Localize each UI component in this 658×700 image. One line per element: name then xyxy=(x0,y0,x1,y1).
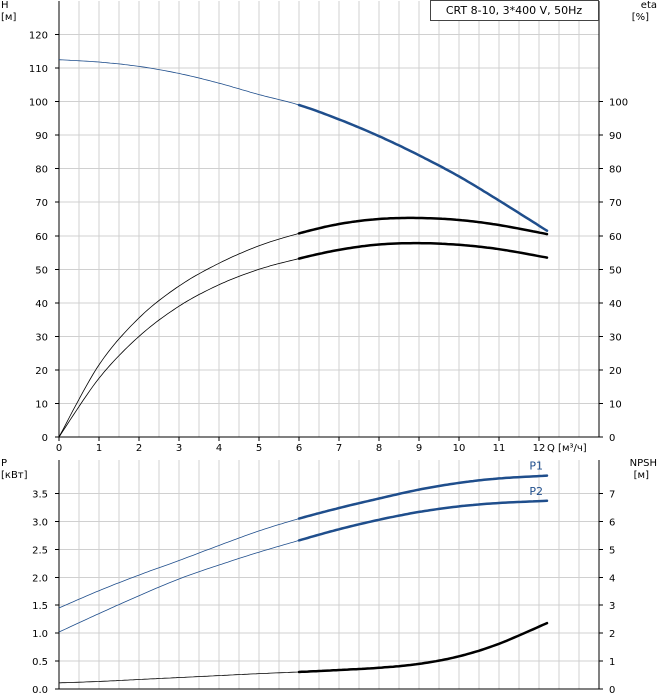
right-tick-label: 50 xyxy=(609,265,622,276)
left-tick-label: 0.5 xyxy=(32,657,48,668)
left-axis-name: P xyxy=(1,458,7,469)
curve-p1-extrapolated xyxy=(58,518,300,609)
left-tick-label: 110 xyxy=(29,64,48,75)
x-tick-label: 4 xyxy=(216,443,222,454)
left-tick-label: 100 xyxy=(29,98,48,109)
left-tick-label: 0 xyxy=(42,433,48,444)
right-tick-label: 40 xyxy=(609,299,622,310)
x-tick-label: 3 xyxy=(176,443,182,454)
right-tick-label: 1 xyxy=(609,657,615,668)
right-tick-label: 7 xyxy=(609,490,615,501)
left-axis-unit: [кВт] xyxy=(1,470,28,481)
left-tick-label: 2.0 xyxy=(32,573,48,584)
curve-eta-1-extrapolated xyxy=(58,233,300,438)
right-tick-label: 20 xyxy=(609,366,622,377)
right-tick-label: 90 xyxy=(609,131,622,142)
left-tick-label: 80 xyxy=(35,165,48,176)
left-tick-label: 3.5 xyxy=(32,490,48,501)
right-tick-label: 3 xyxy=(609,601,615,612)
left-tick-label: 1.5 xyxy=(32,601,48,612)
left-tick-label: 20 xyxy=(35,366,48,377)
right-tick-label: 0 xyxy=(609,685,615,696)
left-tick-label: 90 xyxy=(35,131,48,142)
left-tick-label: 50 xyxy=(35,265,48,276)
x-tick-label: 2 xyxy=(136,443,142,454)
curve-eta-2-extrapolated xyxy=(58,258,300,438)
curve-p2-operating xyxy=(297,499,549,542)
curve-npsh-extrapolated xyxy=(58,671,300,684)
x-tick-label: 12 xyxy=(533,443,546,454)
left-tick-label: 10 xyxy=(35,399,48,410)
x-tick-label: 1 xyxy=(96,443,102,454)
x-axis-label: Q [м³/ч] xyxy=(547,443,587,454)
right-axis-name: eta xyxy=(641,0,657,11)
series-label-p2: P2 xyxy=(529,485,543,498)
left-tick-label: 30 xyxy=(35,332,48,343)
right-axis-unit: [м] xyxy=(634,470,649,481)
x-tick-label: 9 xyxy=(416,443,422,454)
curve-eta-1-operating xyxy=(297,216,549,236)
right-axis-unit: [%] xyxy=(632,12,649,23)
right-tick-label: 100 xyxy=(609,98,628,109)
right-tick-label: 30 xyxy=(609,332,622,343)
left-tick-label: 70 xyxy=(35,198,48,209)
left-tick-label: 0.0 xyxy=(32,685,48,696)
right-axis-name: NPSH xyxy=(630,458,657,469)
curve-h-extrapolated xyxy=(58,59,300,106)
right-tick-label: 6 xyxy=(609,517,615,528)
right-tick-label: 2 xyxy=(609,629,615,640)
legend-box xyxy=(430,0,599,21)
series-label-p1: P1 xyxy=(529,460,543,473)
x-tick-label: 11 xyxy=(493,443,506,454)
legend-text: CRT 8-10, 3*400 V, 50Hz xyxy=(446,4,582,17)
right-tick-label: 80 xyxy=(609,165,622,176)
left-tick-label: 60 xyxy=(35,232,48,243)
left-tick-label: 1.0 xyxy=(32,629,48,640)
right-tick-label: 60 xyxy=(609,232,622,243)
curve-npsh-operating xyxy=(297,621,549,674)
right-tick-label: 10 xyxy=(609,399,622,410)
right-tick-label: 5 xyxy=(609,545,615,556)
left-axis-name: H xyxy=(1,0,9,11)
left-axis-unit: [м] xyxy=(1,12,16,23)
curve-p1-operating xyxy=(297,474,549,520)
x-tick-label: 8 xyxy=(376,443,382,454)
x-tick-label: 5 xyxy=(256,443,262,454)
curve-p2-extrapolated xyxy=(58,540,300,633)
left-tick-label: 3.0 xyxy=(32,517,48,528)
right-tick-label: 4 xyxy=(609,573,615,584)
x-tick-label: 10 xyxy=(453,443,466,454)
x-tick-label: 7 xyxy=(336,443,342,454)
left-tick-label: 120 xyxy=(29,31,48,42)
left-tick-label: 2.5 xyxy=(32,545,48,556)
x-tick-label: 6 xyxy=(296,443,302,454)
curve-eta-2-operating xyxy=(297,241,549,260)
x-tick-label: 0 xyxy=(56,443,62,454)
left-tick-label: 40 xyxy=(35,299,48,310)
curve-h-operating xyxy=(297,103,549,232)
right-tick-label: 70 xyxy=(609,198,622,209)
right-tick-label: 0 xyxy=(609,433,615,444)
